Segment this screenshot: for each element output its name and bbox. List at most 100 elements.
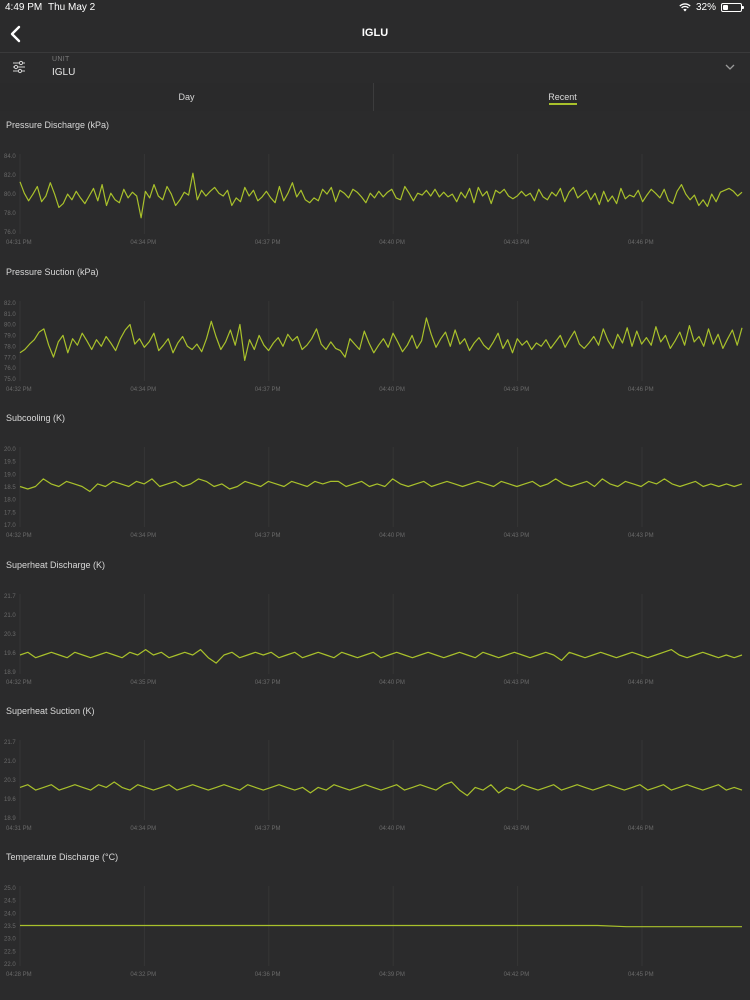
y-tick-label: 82.0 (4, 173, 16, 179)
y-tick-label: 18.9 (4, 816, 16, 822)
tab-bar: Day Recent (0, 83, 750, 111)
y-tick-label: 24.5 (4, 899, 16, 905)
y-tick-label: 17.5 (4, 510, 16, 516)
y-tick-label: 22.5 (4, 949, 16, 955)
x-tick-label: 04:37 PM (255, 826, 281, 832)
tab-selected-indicator (549, 103, 577, 105)
x-tick-label: 04:35 PM (130, 680, 156, 686)
chart-section: 84.0 82.0 80.0 78.0 76.0 04:31 PM 04:34 PM 04:3… (0, 120, 750, 260)
x-tick-label: 04:40 PM (379, 533, 405, 539)
x-tick-label: 04:43 PM (504, 680, 530, 686)
tab-recent[interactable]: Recent (548, 92, 577, 102)
wifi-icon (679, 3, 691, 12)
y-tick-label: 25.0 (4, 886, 16, 892)
x-tick-label: 04:43 PM (504, 826, 530, 832)
x-tick-label: 04:46 PM (628, 826, 654, 832)
y-tick-label: 19.0 (4, 472, 16, 478)
status-time: 4:49 PM (5, 2, 43, 13)
x-tick-label: 04:46 PM (628, 240, 654, 246)
x-tick-label: 04:32 PM (130, 972, 156, 978)
line-chart: 25.0 24.5 24.0 23.5 23.0 22.5 22.0 04:28 PM 04:3… (4, 886, 742, 978)
y-tick-label: 20.3 (4, 632, 16, 638)
line-chart: 21.7 21.0 20.3 19.6 18.9 04:32 PM 04:35 PM 04:3… (4, 594, 743, 686)
y-tick-label: 80.0 (4, 323, 16, 329)
tab-day[interactable]: Day (0, 83, 374, 111)
unit-selector[interactable]: UNIT IGLU (0, 52, 750, 83)
y-tick-label: 18.0 (4, 498, 16, 504)
y-tick-label: 19.5 (4, 460, 16, 466)
chart-title: Subcooling (K) (6, 413, 66, 423)
y-tick-label: 78.0 (4, 211, 16, 217)
sliders-icon[interactable] (11, 59, 27, 75)
unit-value: IGLU (52, 67, 76, 78)
x-tick-label: 04:32 PM (6, 387, 32, 393)
y-tick-label: 20.0 (4, 447, 16, 453)
x-tick-label: 04:46 PM (628, 387, 654, 393)
y-tick-label: 76.0 (4, 230, 16, 236)
x-tick-label: 04:43 PM (504, 533, 530, 539)
unit-label: UNIT (52, 56, 70, 63)
x-tick-label: 04:37 PM (255, 240, 281, 246)
status-right: 32% (679, 2, 744, 13)
y-tick-label: 21.7 (4, 594, 16, 600)
chart-title: Temperature Discharge (°C) (6, 852, 119, 862)
x-tick-label: 04:42 PM (504, 972, 530, 978)
line-chart: 84.0 82.0 80.0 78.0 76.0 04:31 PM 04:34 PM 04:3… (4, 154, 743, 246)
x-tick-label: 04:31 PM (6, 826, 32, 832)
x-tick-label: 04:43 PM (504, 240, 530, 246)
x-tick-label: 04:39 PM (379, 972, 405, 978)
x-tick-label: 04:37 PM (255, 387, 281, 393)
x-tick-label: 04:43 PM (628, 533, 654, 539)
chevron-left-icon[interactable] (4, 20, 28, 48)
nav-bar: IGLU (0, 16, 750, 52)
y-tick-label: 18.5 (4, 485, 16, 491)
y-tick-label: 80.0 (4, 192, 16, 198)
y-tick-label: 81.0 (4, 312, 16, 318)
x-tick-label: 04:34 PM (130, 533, 156, 539)
x-tick-label: 04:40 PM (379, 387, 405, 393)
x-tick-label: 04:32 PM (6, 680, 32, 686)
x-tick-label: 04:32 PM (6, 533, 32, 539)
y-tick-label: 79.0 (4, 334, 16, 340)
chevron-down-icon[interactable] (724, 62, 736, 72)
y-tick-label: 18.9 (4, 670, 16, 676)
x-tick-label: 04:31 PM (6, 240, 32, 246)
y-tick-label: 84.0 (4, 154, 16, 160)
series-line (19, 478, 743, 493)
series-line (19, 317, 743, 362)
x-tick-label: 04:40 PM (379, 826, 405, 832)
x-tick-label: 04:34 PM (130, 826, 156, 832)
chart-title: Pressure Discharge (kPa) (6, 120, 110, 130)
series-line (19, 648, 743, 664)
y-tick-label: 21.0 (4, 613, 16, 619)
y-tick-label: 20.3 (4, 778, 16, 784)
chart-section: 25.0 24.5 24.0 23.5 23.0 22.5 22.0 04:28 PM 04:3… (0, 852, 750, 992)
chart-title: Superheat Suction (K) (6, 706, 95, 716)
y-tick-label: 75.0 (4, 377, 16, 383)
y-tick-label: 22.0 (4, 962, 16, 968)
chart-title: Superheat Discharge (K) (6, 560, 106, 570)
x-tick-label: 04:34 PM (130, 240, 156, 246)
x-tick-label: 04:28 PM (6, 972, 32, 978)
battery-fill (723, 5, 729, 10)
y-tick-label: 17.0 (4, 523, 16, 529)
y-tick-label: 21.7 (4, 740, 16, 746)
x-tick-label: 04:37 PM (255, 680, 281, 686)
status-date: Thu May 2 (48, 2, 96, 13)
x-tick-label: 04:34 PM (130, 387, 156, 393)
series-line (19, 172, 743, 219)
line-chart: 20.0 19.5 19.0 18.5 18.0 17.5 17.0 04:32 PM 04:3… (4, 447, 743, 539)
battery-icon (721, 3, 744, 12)
y-tick-label: 76.0 (4, 366, 16, 372)
status-bar: 4:49 PM Thu May 2 32% (0, 0, 750, 16)
y-tick-label: 23.5 (4, 924, 16, 930)
x-tick-label: 04:40 PM (379, 680, 405, 686)
y-tick-label: 23.0 (4, 937, 16, 943)
series-line (19, 781, 743, 797)
y-tick-label: 19.6 (4, 797, 16, 803)
x-tick-label: 04:43 PM (504, 387, 530, 393)
chart-section: 21.7 21.0 20.3 19.6 18.9 04:32 PM 04:35 PM 04:3… (0, 560, 750, 700)
x-tick-label: 04:37 PM (255, 533, 281, 539)
x-tick-label: 04:40 PM (379, 240, 405, 246)
battery-percent: 32% (695, 2, 716, 13)
